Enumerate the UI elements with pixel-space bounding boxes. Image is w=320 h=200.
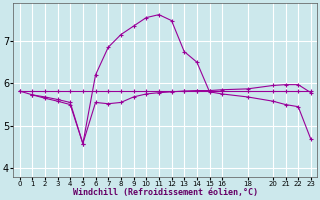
X-axis label: Windchill (Refroidissement éolien,°C): Windchill (Refroidissement éolien,°C)	[73, 188, 258, 197]
